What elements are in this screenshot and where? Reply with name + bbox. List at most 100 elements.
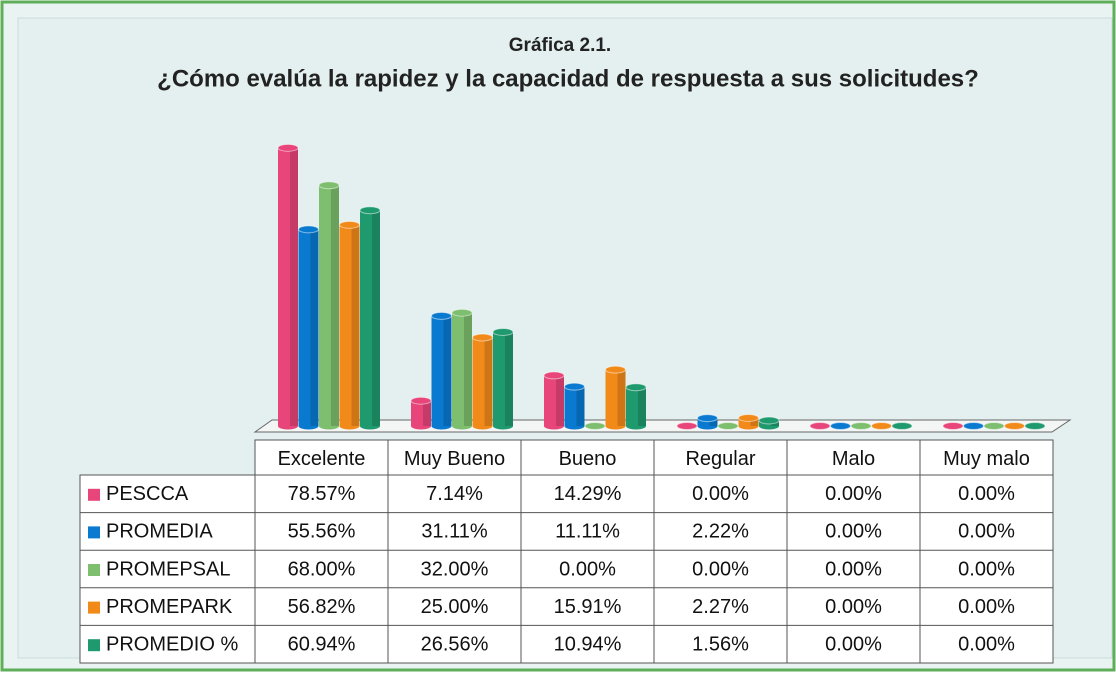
chart-subtitle: ¿Cómo evalúa la rapidez y la capacidad d… — [157, 65, 979, 92]
bar-top — [472, 333, 493, 342]
bar — [298, 225, 319, 430]
table-value: 55.56% — [288, 521, 356, 543]
bar-base — [564, 422, 585, 430]
bar-body — [298, 229, 319, 426]
bar-body — [431, 315, 452, 426]
bar-shade — [351, 224, 360, 426]
bar — [277, 143, 299, 430]
table-value: 11.11% — [555, 521, 620, 543]
bar-shade — [484, 337, 493, 426]
table-value: 32.00% — [421, 558, 489, 580]
bar-base — [319, 422, 339, 430]
bar-top — [431, 311, 452, 320]
category-label: Excelente — [278, 448, 366, 470]
legend-label: PROMEDIA — [106, 521, 213, 543]
table-value: 2.22% — [692, 521, 749, 543]
bar — [584, 422, 606, 430]
bar-body — [626, 387, 646, 426]
category-label: Regular — [685, 448, 755, 470]
bar-top — [871, 422, 892, 430]
category-label: Bueno — [559, 448, 617, 470]
table-value: 78.57% — [288, 483, 356, 505]
table-value: 7.14% — [426, 483, 483, 505]
bar-body — [605, 369, 626, 426]
table-value: 26.56% — [421, 633, 489, 655]
bar-top — [676, 422, 698, 430]
bar-shade — [750, 417, 759, 426]
bar-shade — [617, 369, 626, 426]
table-value: 0.00% — [958, 483, 1015, 505]
bar-top — [451, 308, 473, 317]
bar-shade — [331, 185, 339, 426]
table-value: 68.00% — [288, 558, 356, 580]
table-value: 31.11% — [421, 521, 488, 543]
legend-swatch — [88, 564, 100, 576]
table-value: 0.00% — [958, 633, 1015, 655]
table-value: 56.82% — [288, 596, 356, 618]
bar-top — [298, 225, 319, 234]
bar — [472, 333, 493, 430]
table-value: 0.00% — [825, 596, 882, 618]
table-value: 0.00% — [958, 521, 1015, 543]
bar-base — [339, 422, 360, 430]
bar-base — [411, 422, 431, 430]
bar-body — [738, 417, 759, 426]
bar-base — [605, 422, 626, 430]
bar-shade — [638, 387, 646, 426]
bar-top — [543, 371, 565, 380]
legend-label: PROMEPARK — [106, 596, 233, 618]
table-value: 0.00% — [825, 483, 882, 505]
bar-shade — [709, 418, 718, 426]
bar — [359, 206, 381, 430]
bar-body — [452, 312, 472, 426]
table-body-box — [79, 474, 1054, 664]
bar — [697, 414, 718, 430]
bar-body — [472, 337, 493, 426]
bar — [1024, 422, 1046, 430]
bar-base — [472, 422, 493, 430]
bar — [564, 382, 585, 430]
bar — [717, 422, 739, 430]
bar-top — [339, 220, 360, 229]
bar-top — [410, 396, 432, 405]
bar — [809, 422, 831, 430]
bar-body — [319, 185, 339, 426]
bar-top — [277, 143, 299, 152]
category-label: Muy malo — [943, 448, 1030, 470]
bar-base — [298, 422, 319, 430]
table-value: 0.00% — [958, 558, 1015, 580]
table-value: 0.00% — [825, 521, 882, 543]
table-value: 10.94% — [554, 633, 622, 655]
bar-top — [318, 181, 340, 190]
bar-top — [1004, 422, 1025, 430]
table-value: 0.00% — [958, 596, 1015, 618]
table-value: 2.27% — [692, 596, 749, 618]
bar-base — [738, 422, 759, 430]
table-value: 15.91% — [554, 596, 622, 618]
bar-base — [278, 422, 298, 430]
bar-body — [544, 375, 564, 426]
bar-top — [1024, 422, 1046, 430]
bar — [625, 383, 647, 430]
bar — [451, 308, 473, 430]
table-value: 0.00% — [825, 633, 882, 655]
bar — [738, 413, 759, 430]
bar-base — [431, 422, 452, 430]
bar-top — [983, 422, 1005, 430]
legend-label: PROMEPSAL — [106, 558, 230, 580]
bar — [339, 220, 360, 430]
bar — [830, 422, 851, 430]
bar-base — [452, 422, 472, 430]
bar — [871, 422, 892, 430]
bar — [963, 422, 984, 430]
bar-shade — [372, 210, 380, 426]
bar-top — [697, 414, 718, 423]
bar — [983, 422, 1005, 430]
bar-base — [759, 422, 779, 430]
bar-top — [942, 422, 964, 430]
bar-top — [564, 382, 585, 391]
table-value: 25.00% — [421, 596, 489, 618]
bar — [605, 365, 626, 430]
bar-body — [493, 331, 513, 426]
